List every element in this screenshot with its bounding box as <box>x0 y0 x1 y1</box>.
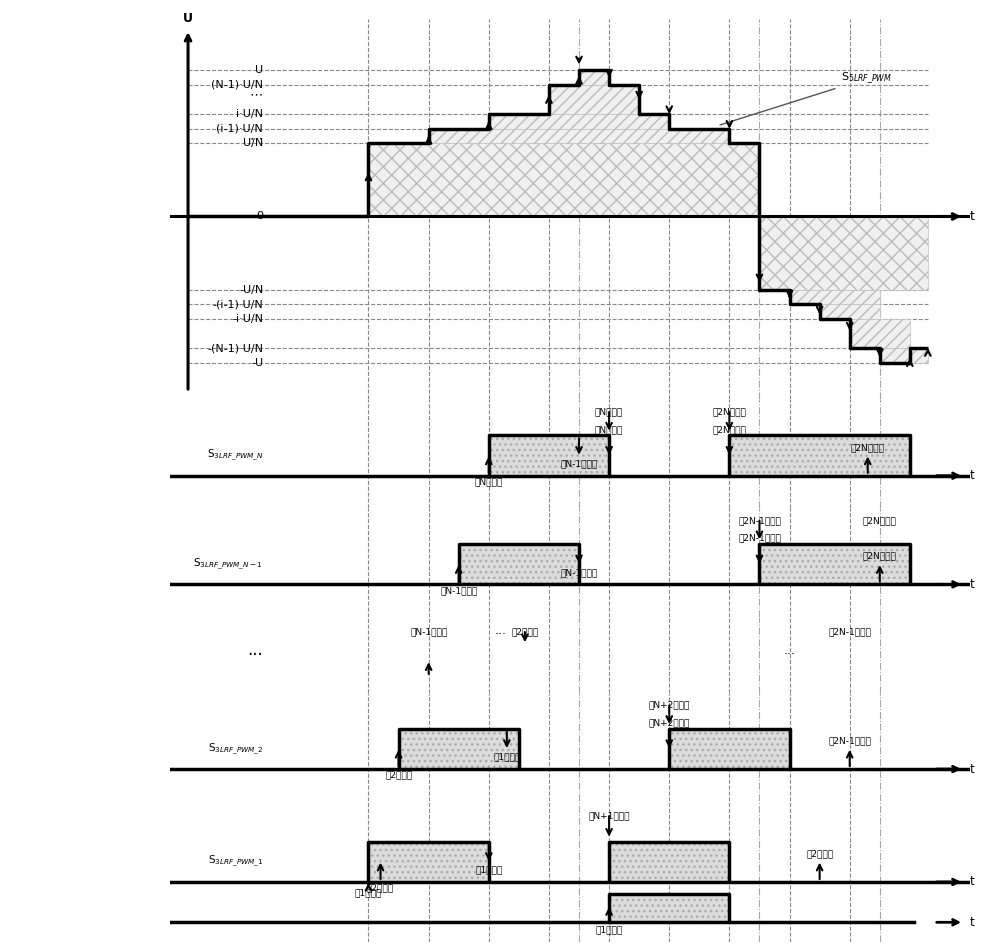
Bar <box>880 348 928 363</box>
Text: 第N-1上升沿: 第N-1上升沿 <box>410 627 447 637</box>
Text: S$_{3LRF\_PWM\_1}$: S$_{3LRF\_PWM\_1}$ <box>208 854 263 869</box>
Text: U: U <box>255 66 263 75</box>
Bar <box>609 894 729 922</box>
Text: 第2上升沿: 第2上升沿 <box>385 771 412 780</box>
Bar <box>399 729 519 769</box>
Text: S$_{5LRF\_PWM}$: S$_{5LRF\_PWM}$ <box>841 70 892 87</box>
Text: 第1下降沿: 第1下降沿 <box>493 753 520 762</box>
Text: 第2上升沿: 第2上升沿 <box>367 883 394 893</box>
Text: t: t <box>970 578 975 591</box>
Text: S$_{3LRF\_PWM\_N-1}$: S$_{3LRF\_PWM\_N-1}$ <box>193 557 263 572</box>
Text: 第2下降沿: 第2下降沿 <box>511 627 538 637</box>
Bar <box>729 435 910 476</box>
Bar <box>850 319 910 348</box>
Text: 第N-1上升沿: 第N-1上升沿 <box>440 586 477 595</box>
Text: 第N+1下降沿: 第N+1下降沿 <box>588 811 630 821</box>
Bar <box>429 129 729 144</box>
Text: 第2N上升沿: 第2N上升沿 <box>863 516 897 525</box>
Text: -(i-1)·U/N: -(i-1)·U/N <box>212 299 263 309</box>
Text: 第1上升沿: 第1上升沿 <box>595 925 623 935</box>
Bar <box>609 842 729 882</box>
Text: 第2N上升沿: 第2N上升沿 <box>863 551 897 561</box>
Text: 第N+2下降沿: 第N+2下降沿 <box>649 701 690 709</box>
Bar <box>759 545 910 585</box>
Text: 第N下降沿: 第N下降沿 <box>595 425 623 434</box>
Bar <box>489 435 609 476</box>
Text: (N-1)·U/N: (N-1)·U/N <box>211 80 263 89</box>
Text: U/N: U/N <box>243 138 263 149</box>
Text: 第2N-1上升沿: 第2N-1上升沿 <box>828 627 871 637</box>
Text: t: t <box>970 763 975 776</box>
Text: i·U/N: i·U/N <box>236 109 263 119</box>
Text: 第2上升沿: 第2上升沿 <box>806 849 833 858</box>
Text: 第N下降沿: 第N下降沿 <box>595 407 623 416</box>
Text: t: t <box>970 469 975 483</box>
Bar <box>489 114 669 129</box>
Bar <box>759 216 928 289</box>
Text: -(N-1)·U/N: -(N-1)·U/N <box>207 343 263 353</box>
Bar <box>820 305 880 319</box>
Text: 第2N下降沿: 第2N下降沿 <box>712 407 746 416</box>
Text: ···: ··· <box>495 627 507 641</box>
Text: 第N上升沿: 第N上升沿 <box>475 477 503 486</box>
Text: -U: -U <box>251 358 263 367</box>
Text: ⋯: ⋯ <box>250 89 263 102</box>
Text: 第1下降沿: 第1下降沿 <box>475 865 502 874</box>
Text: 第N-1下降沿: 第N-1下降沿 <box>560 568 598 577</box>
Text: ⋯: ⋯ <box>250 132 263 146</box>
Text: 0: 0 <box>256 211 263 222</box>
Text: 第2N上升沿: 第2N上升沿 <box>851 443 885 452</box>
Bar <box>579 70 609 85</box>
Text: t: t <box>970 210 975 223</box>
Text: S$_{3LRF\_PWM\_2}$: S$_{3LRF\_PWM\_2}$ <box>208 742 263 757</box>
Text: S$_{3LRF\_PWM\_N}$: S$_{3LRF\_PWM\_N}$ <box>207 448 263 464</box>
Text: 第N-1下降沿: 第N-1下降沿 <box>560 459 598 468</box>
Text: (i-1)·U/N: (i-1)·U/N <box>216 124 263 133</box>
Text: 第1上升沿: 第1上升沿 <box>355 888 382 897</box>
Text: U: U <box>183 11 193 25</box>
Text: 第N+2下降沿: 第N+2下降沿 <box>649 718 690 727</box>
Text: -U/N: -U/N <box>239 285 263 294</box>
Bar <box>459 545 579 585</box>
Text: 第2N下降沿: 第2N下降沿 <box>712 425 746 434</box>
Bar <box>368 144 759 216</box>
Text: 第2N-1下降沿: 第2N-1下降沿 <box>738 516 781 525</box>
Bar <box>669 729 790 769</box>
Text: -i·U/N: -i·U/N <box>232 314 263 324</box>
Text: ···: ··· <box>784 648 796 661</box>
Bar <box>790 289 880 305</box>
Text: t: t <box>970 916 975 929</box>
Bar <box>549 85 639 114</box>
Text: ···: ··· <box>247 645 263 664</box>
Text: 第2N-1下降沿: 第2N-1下降沿 <box>738 533 781 543</box>
Text: t: t <box>970 876 975 888</box>
Bar <box>368 842 489 882</box>
Text: 第2N-1上升沿: 第2N-1上升沿 <box>828 736 871 745</box>
